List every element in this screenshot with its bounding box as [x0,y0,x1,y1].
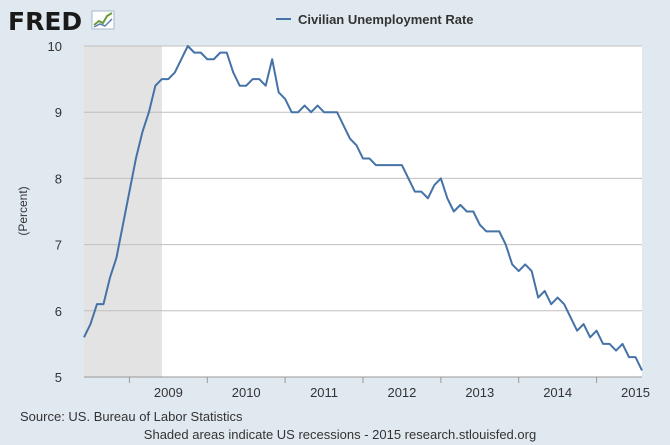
y-tick-label: 6 [55,304,62,319]
y-tick-label: 7 [55,238,62,253]
fred-logo[interactable]: FRED [8,7,115,36]
recession-note: Shaded areas indicate US recessions - 20… [143,427,537,442]
legend: Civilian Unemployment Rate [276,12,474,27]
y-tick-label: 5 [55,370,62,385]
x-axis: 2009 2010 2011 2012 2013 2014 2015 [84,376,650,400]
y-tick-label: 8 [55,171,62,186]
x-tick-label: 2009 [154,385,183,400]
recession-shading [84,46,162,377]
fred-logo-text: FRED [8,7,82,36]
source-note: Source: US. Bureau of Labor Statistics [20,409,243,424]
x-tick-label: 2015 [621,385,650,400]
y-axis: 5 6 7 8 9 10 [48,39,62,385]
fred-graph-icon [91,10,115,30]
plot-area [84,46,642,377]
series-layer [83,45,643,371]
series-line-unemployment-rate [83,45,643,371]
x-tick-label: 2013 [465,385,494,400]
legend-label: Civilian Unemployment Rate [298,12,474,27]
x-tick-label: 2010 [232,385,261,400]
y-tick-label: 9 [55,105,62,120]
recession-band [84,46,162,377]
x-tick-label: 2011 [310,385,338,400]
y-tick-label: 10 [48,39,62,54]
y-axis-label: (Percent) [16,186,30,235]
x-tick-label: 2014 [543,385,572,400]
x-tick-label: 2012 [387,385,416,400]
